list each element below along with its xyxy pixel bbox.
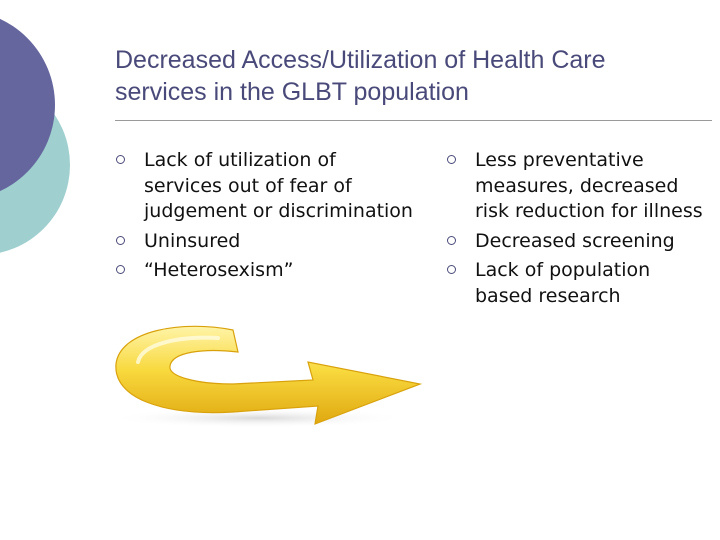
circle-bullet-icon <box>447 265 456 274</box>
bullet-item: Less preventative measures, decreased ri… <box>447 148 707 225</box>
circle-bullet-icon <box>447 235 456 245</box>
arrow-body <box>115 325 423 425</box>
bullet-text: Uninsured <box>144 229 241 252</box>
circle-bullet-icon <box>116 235 125 245</box>
circle-bullet-icon <box>116 155 125 164</box>
bullet-item: Lack of population based research <box>447 258 707 309</box>
title-divider <box>115 120 712 121</box>
left-bullet-list: Lack of utilization of services out of f… <box>116 148 416 288</box>
bullet-item: “Heterosexism” <box>116 258 416 284</box>
bullet-text: Lack of utilization of services out of f… <box>144 149 413 222</box>
bullet-item: Decreased screening <box>447 229 707 255</box>
circle-bullet-icon <box>447 155 456 164</box>
bullet-text: Decreased screening <box>475 229 675 252</box>
bullet-text: “Heterosexism” <box>144 259 294 281</box>
title-line-1: Decreased Access/Utilization of Health C… <box>115 46 606 74</box>
bullet-text: Lack of population based research <box>475 259 651 307</box>
purple-circle <box>0 18 55 192</box>
curved-arrow-icon <box>108 325 423 428</box>
slide-title: Decreased Access/Utilization of Health C… <box>115 44 705 108</box>
title-line-2: services in the GLBT population <box>115 78 469 106</box>
right-bullet-list: Less preventative measures, decreased ri… <box>447 148 707 313</box>
bullet-text: Less preventative measures, decreased ri… <box>475 149 703 222</box>
circle-bullet-icon <box>116 265 125 274</box>
bullet-item: Uninsured <box>116 229 416 255</box>
bullet-item: Lack of utilization of services out of f… <box>116 148 416 225</box>
decorative-circles <box>0 18 70 253</box>
